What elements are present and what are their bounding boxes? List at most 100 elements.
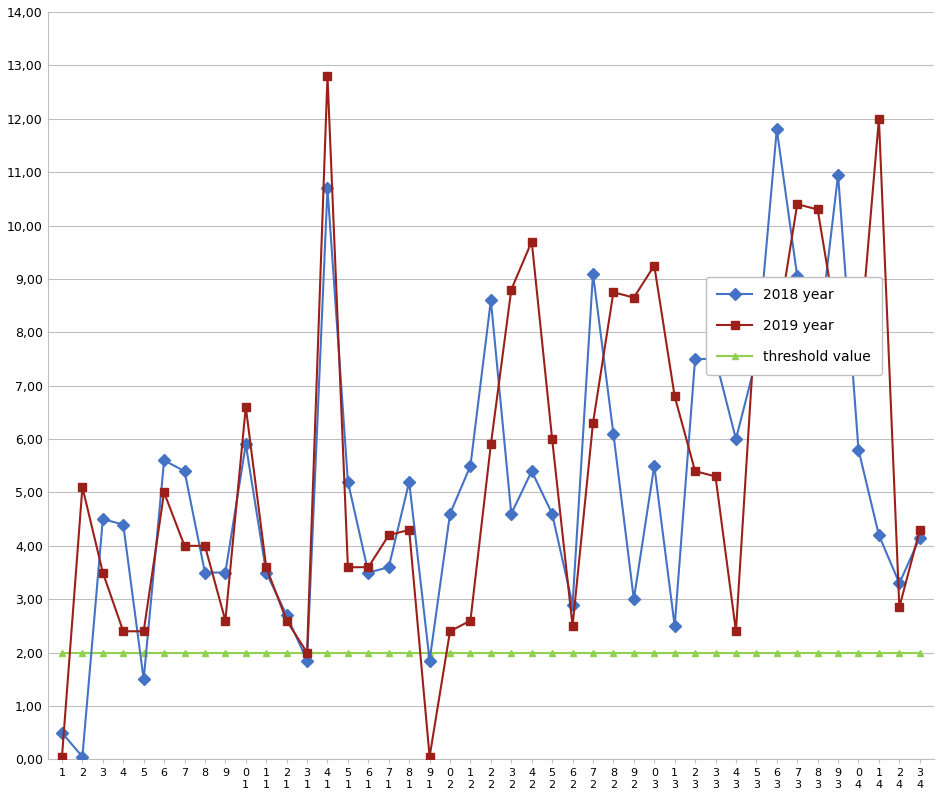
- 2018 year: [547, 509, 558, 519]
- 2019 year: [404, 525, 415, 535]
- threshold value: [505, 648, 517, 658]
- 2019 year: [465, 616, 476, 626]
- 2019 year: [240, 402, 251, 412]
- 2019 year: [853, 354, 864, 363]
- Legend: 2018 year, 2019 year, threshold value: 2018 year, 2019 year, threshold value: [706, 277, 882, 375]
- threshold value: [261, 648, 272, 658]
- threshold value: [914, 648, 925, 658]
- 2018 year: [710, 354, 721, 363]
- 2018 year: [77, 752, 88, 762]
- 2019 year: [383, 530, 394, 540]
- 2019 year: [261, 563, 272, 572]
- 2018 year: [343, 477, 354, 487]
- 2018 year: [751, 354, 762, 363]
- 2018 year: [404, 477, 415, 487]
- 2018 year: [301, 656, 312, 665]
- 2018 year: [873, 530, 885, 540]
- 2019 year: [138, 626, 150, 636]
- 2018 year: [608, 429, 619, 438]
- 2019 year: [669, 391, 680, 401]
- threshold value: [771, 648, 782, 658]
- 2018 year: [219, 567, 231, 577]
- 2019 year: [873, 114, 885, 124]
- threshold value: [465, 648, 476, 658]
- 2019 year: [710, 472, 721, 481]
- 2018 year: [587, 269, 598, 278]
- threshold value: [833, 648, 844, 658]
- 2018 year: [730, 434, 742, 444]
- threshold value: [444, 648, 455, 658]
- 2019 year: [77, 482, 88, 492]
- 2018 year: [894, 579, 905, 588]
- 2018 year: [771, 124, 782, 134]
- 2019 year: [505, 285, 517, 294]
- threshold value: [648, 648, 660, 658]
- 2019 year: [812, 205, 823, 214]
- 2019 year: [914, 525, 925, 535]
- threshold value: [240, 648, 251, 658]
- threshold value: [77, 648, 88, 658]
- 2018 year: [261, 567, 272, 577]
- 2018 year: [158, 456, 169, 465]
- 2018 year: [833, 170, 844, 179]
- threshold value: [138, 648, 150, 658]
- 2019 year: [791, 199, 803, 209]
- threshold value: [281, 648, 293, 658]
- 2018 year: [690, 354, 701, 363]
- 2019 year: [362, 563, 374, 572]
- 2019 year: [690, 466, 701, 476]
- threshold value: [873, 648, 885, 658]
- threshold value: [751, 648, 762, 658]
- threshold value: [894, 648, 905, 658]
- threshold value: [547, 648, 558, 658]
- threshold value: [629, 648, 640, 658]
- 2018 year: [526, 466, 537, 476]
- threshold value: [690, 648, 701, 658]
- 2018 year: [648, 461, 660, 470]
- threshold value: [179, 648, 190, 658]
- threshold value: [383, 648, 394, 658]
- 2019 year: [629, 292, 640, 302]
- threshold value: [404, 648, 415, 658]
- 2018 year: [812, 344, 823, 353]
- threshold value: [199, 648, 211, 658]
- threshold value: [608, 648, 619, 658]
- 2019 year: [301, 648, 312, 658]
- threshold value: [486, 648, 497, 658]
- threshold value: [853, 648, 864, 658]
- threshold value: [118, 648, 129, 658]
- 2018 year: [281, 611, 293, 620]
- 2019 year: [608, 288, 619, 297]
- 2018 year: [199, 567, 211, 577]
- threshold value: [526, 648, 537, 658]
- 2019 year: [894, 603, 905, 612]
- 2018 year: [566, 600, 578, 610]
- Line: threshold value: threshold value: [58, 650, 923, 656]
- 2018 year: [179, 466, 190, 476]
- threshold value: [566, 648, 578, 658]
- Line: 2019 year: 2019 year: [57, 72, 924, 761]
- 2018 year: [669, 621, 680, 630]
- 2019 year: [486, 440, 497, 450]
- 2019 year: [648, 261, 660, 270]
- threshold value: [97, 648, 108, 658]
- 2019 year: [343, 563, 354, 572]
- threshold value: [343, 648, 354, 658]
- threshold value: [219, 648, 231, 658]
- 2019 year: [730, 626, 742, 636]
- threshold value: [791, 648, 803, 658]
- threshold value: [424, 648, 436, 658]
- 2019 year: [771, 328, 782, 337]
- 2018 year: [914, 533, 925, 543]
- threshold value: [322, 648, 333, 658]
- 2018 year: [383, 563, 394, 572]
- 2019 year: [526, 237, 537, 246]
- 2019 year: [322, 71, 333, 80]
- threshold value: [812, 648, 823, 658]
- 2018 year: [362, 567, 374, 577]
- 2019 year: [56, 752, 68, 762]
- threshold value: [301, 648, 312, 658]
- 2019 year: [199, 541, 211, 551]
- threshold value: [56, 648, 68, 658]
- 2019 year: [97, 567, 108, 577]
